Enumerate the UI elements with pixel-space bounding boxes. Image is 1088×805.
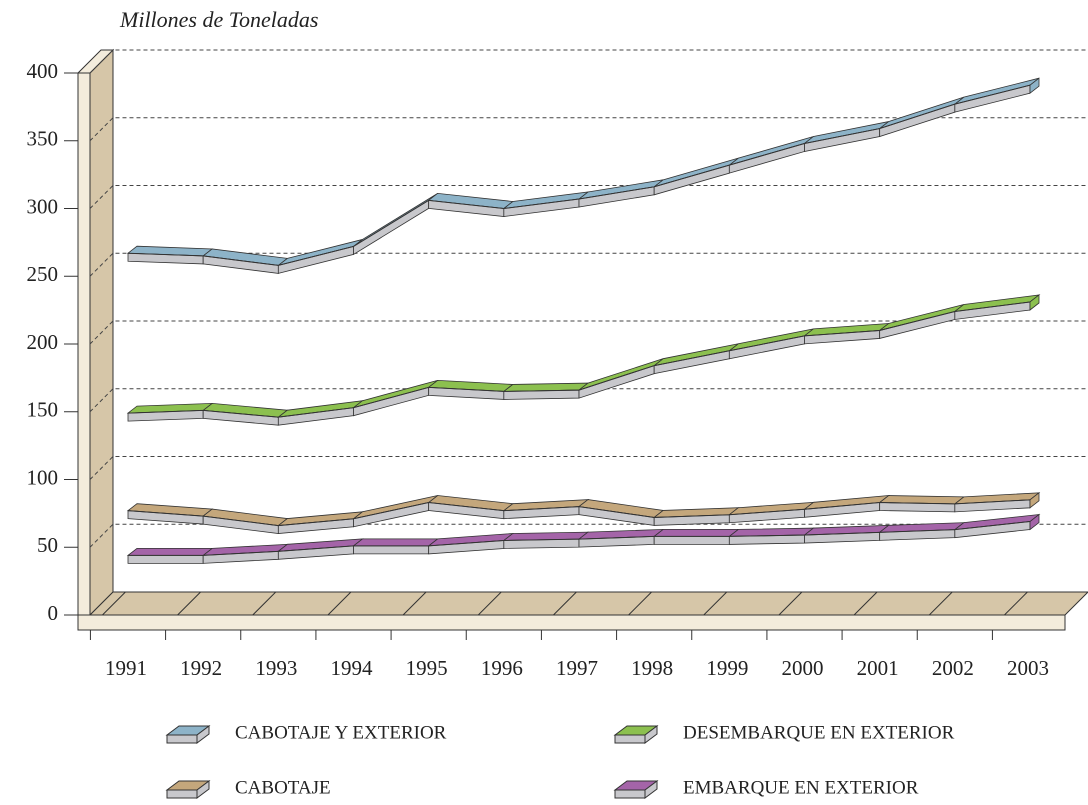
legend-front <box>614 789 646 799</box>
floor-divider <box>628 591 652 616</box>
legend-side <box>644 780 658 799</box>
x-tick-label: 1998 <box>631 656 673 680</box>
ribbon-end <box>1029 294 1040 311</box>
ribbon-front <box>353 199 430 256</box>
grid-line <box>89 117 1088 142</box>
floor-divider <box>1004 591 1028 616</box>
ribbon-end <box>1029 77 1040 95</box>
x-tick-label: 2002 <box>932 656 974 680</box>
wall-top <box>76 49 115 74</box>
legend-front <box>166 734 198 744</box>
floor-divider <box>102 591 126 616</box>
x-tick-label: 1991 <box>105 656 147 680</box>
legend-side <box>196 780 210 799</box>
legend-front <box>166 789 198 799</box>
y-tick-label: 400 <box>27 59 59 83</box>
legend-label: CABOTAJE <box>235 777 331 798</box>
ribbon-top <box>352 538 439 547</box>
axis-title: Millones de Toneladas <box>119 7 318 32</box>
floor-divider <box>703 591 728 616</box>
floor-front <box>77 614 1066 631</box>
x-tick-label: 2001 <box>857 656 899 680</box>
grid-line <box>89 320 1088 345</box>
y-tick-label: 200 <box>27 330 59 354</box>
grid-line <box>89 523 1088 548</box>
legend-side <box>196 725 210 744</box>
ribbon-front <box>353 545 430 555</box>
x-tick-label: 1999 <box>706 656 748 680</box>
ribbon-front <box>879 103 956 138</box>
x-tick-label: 1992 <box>180 656 222 680</box>
legend-label: EMBARQUE EN EXTERIOR <box>683 777 919 798</box>
x-tick-label: 2003 <box>1007 656 1049 680</box>
floor-divider <box>402 591 427 616</box>
floor-divider <box>252 591 277 616</box>
floor <box>88 591 1088 616</box>
ribbon-end <box>1029 492 1040 509</box>
floor-divider <box>928 591 953 616</box>
y-tick-label: 150 <box>27 398 59 422</box>
ribbon-top <box>126 547 214 556</box>
ribbon-front <box>127 554 204 564</box>
x-tick-label: 1993 <box>255 656 297 680</box>
legend-side <box>644 725 658 744</box>
floor-divider <box>177 591 201 616</box>
floor-divider <box>778 591 803 616</box>
x-tick-label: 1994 <box>331 656 374 680</box>
floor-divider <box>477 591 502 616</box>
x-tick-label: 1995 <box>406 656 448 680</box>
floor-divider <box>327 591 352 616</box>
legend-label: CABOTAJE Y EXTERIOR <box>235 722 447 743</box>
series-line <box>128 521 1031 556</box>
x-tick-label: 1997 <box>556 656 598 680</box>
y-tick-label: 0 <box>48 601 59 625</box>
y-tick-label: 350 <box>27 127 59 151</box>
series-line <box>127 84 1031 266</box>
series-line <box>127 499 1031 527</box>
grid-line <box>89 252 1088 277</box>
floor-divider <box>853 591 878 616</box>
ribbon-front <box>653 536 730 545</box>
grid-line <box>89 185 1088 209</box>
ribbon-end <box>1029 513 1040 531</box>
y-tick-label: 50 <box>37 533 58 557</box>
ribbon-front <box>578 365 655 399</box>
ribbon-top <box>653 529 740 537</box>
floor-divider <box>553 591 577 616</box>
grid-line <box>89 456 1088 480</box>
grid-line <box>89 388 1088 413</box>
wall-front <box>77 72 91 631</box>
legend-front <box>614 734 646 744</box>
x-tick-label: 1996 <box>481 656 523 680</box>
legend-label: DESEMBARQUE EN EXTERIOR <box>683 722 955 743</box>
series-line <box>127 301 1031 418</box>
x-tick-label: 2000 <box>782 656 824 680</box>
y-tick-label: 300 <box>27 194 59 218</box>
grid-line <box>89 49 1088 74</box>
y-tick-label: 250 <box>27 262 59 286</box>
y-tick-label: 100 <box>27 465 59 489</box>
